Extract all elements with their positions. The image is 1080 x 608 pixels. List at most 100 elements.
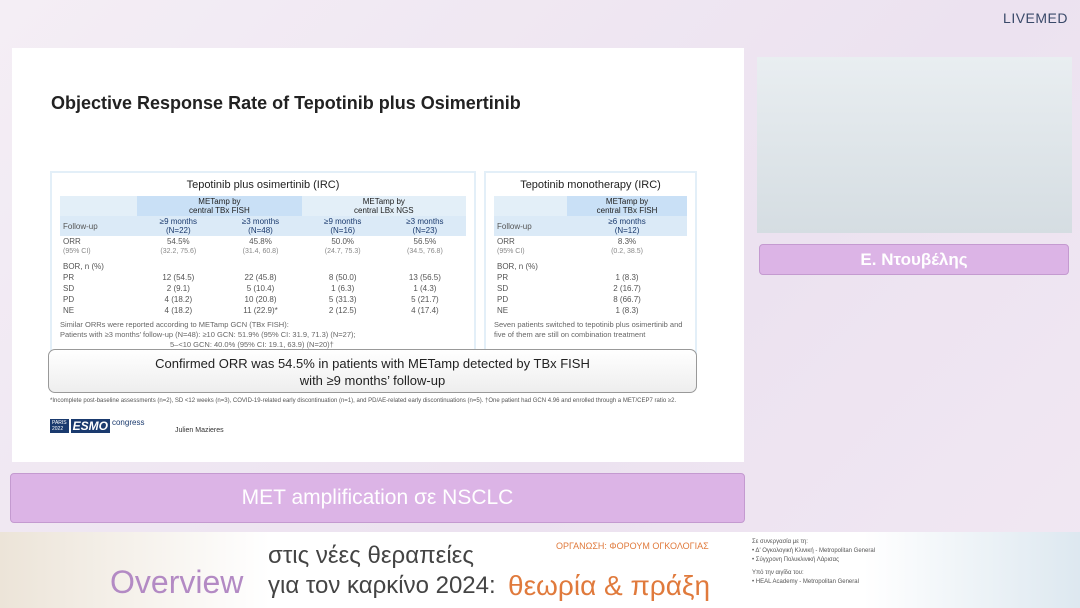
cell: 50.0% <box>331 237 355 246</box>
row-label: SD <box>63 284 75 293</box>
cell: 2 (16.7) <box>613 284 641 293</box>
table-heading: Tepotinib monotherapy (IRC) <box>520 179 661 191</box>
congress-year: 2022 <box>52 426 64 432</box>
row: SD 2 (9.1) 5 (10.4) 1 (6.3) 1 (4.3) <box>60 283 466 294</box>
row-label: (95% CI) <box>63 248 91 255</box>
speaker-name: Ε. Ντουβέλης <box>759 244 1069 275</box>
cell: 56.5% <box>413 237 437 246</box>
cell: 8.3% <box>617 237 637 246</box>
cell: 10 (20.8) <box>244 295 277 304</box>
partner-line: • HEAL Academy - Metropolitan General <box>752 579 859 585</box>
data-table: METamp by central TBx FISH Follow-up ≥6 mon… <box>494 196 687 316</box>
row-label: BOR, n (%) <box>497 262 538 271</box>
cell: 45.8% <box>249 237 272 246</box>
row-label: (95% CI) <box>497 248 525 255</box>
footer-line: για τον καρκίνο 2024: <box>268 572 496 599</box>
cell-line: ≥9 months <box>324 217 362 226</box>
row: SD 2 (16.7) <box>494 283 687 294</box>
row: PD 8 (66.7) <box>494 294 687 305</box>
row: NE 1 (8.3) <box>494 305 687 316</box>
row: BOR, n (%) <box>494 256 687 272</box>
cell-line: METamp by <box>362 197 405 206</box>
cell-line: ≥6 months <box>608 217 646 226</box>
column-header: Follow-up <box>497 221 532 231</box>
cell: 22 (45.8) <box>244 273 277 282</box>
left-table-box: Tepotinib plus osimertinib (IRC) METamp b… <box>50 171 476 388</box>
row: ORR 54.5% 45.8% 50.0% 56.5% <box>60 236 466 247</box>
cell: 11 (22.9)* <box>243 306 278 315</box>
table-heading: Tepotinib plus osimertinib (IRC) <box>186 179 340 191</box>
group-header: METamp by central LBx NGS <box>301 196 466 216</box>
cell <box>60 196 138 216</box>
cell: 8 (66.7) <box>613 295 641 304</box>
cell: 5 (31.3) <box>328 295 357 304</box>
row: PR 1 (8.3) <box>494 272 687 283</box>
row: ORR 8.3% <box>494 236 687 247</box>
table-notes: Seven patients switched to tepotinib plu… <box>494 320 687 340</box>
group-header: METamp by central TBx FISH <box>567 196 687 216</box>
cell: (34.5, 76.8) <box>406 248 443 255</box>
cell-line: METamp by <box>198 197 241 206</box>
cell-line: (N=12) <box>614 226 640 235</box>
partner-line: Υπό την αιγίδα του: <box>752 570 804 576</box>
congress-place: PARIS 2022 <box>50 419 69 433</box>
conclusion-line: with ≥9 months’ follow-up <box>299 373 446 388</box>
cell-line: (N=22) <box>165 226 191 235</box>
congress-name: ESMO <box>70 419 110 433</box>
cell-line: ≥9 months <box>159 217 197 226</box>
note-line: Patients with ≥3 months’ follow-up (N=48… <box>60 330 356 339</box>
author: Julien Mazieres <box>175 427 224 434</box>
cell-line: ≥3 months <box>406 217 444 226</box>
cell: (24.7, 75.3) <box>324 248 361 255</box>
footer-organizer: ΟΡΓΑΝΩΣΗ: ΦΟΡΟΥΜ ΟΓΚΟΛΟΓΙΑΣ <box>556 541 709 551</box>
data-table: METamp by central TBx FISH METamp by centra… <box>60 196 466 316</box>
congress-suffix: congress <box>111 418 145 427</box>
cell: 13 (56.5) <box>408 273 441 282</box>
cell-line: METamp by <box>605 197 649 206</box>
row-label: PD <box>63 295 75 304</box>
footer-overview: Overview <box>110 564 244 600</box>
column-header: ≥6 months (N=12) <box>567 216 687 236</box>
cell-line: central TBx FISH <box>596 206 658 215</box>
column-header: ≥3 months (N=23) <box>384 216 466 236</box>
cell-line: ≥3 months <box>241 217 280 226</box>
row-label: PR <box>63 273 75 282</box>
slide-title: Objective Response Rate of Tepotinib plu… <box>51 93 521 113</box>
cell-line: (N=23) <box>412 226 438 235</box>
table-notes: Similar ORRs were reported according to … <box>60 320 466 350</box>
group-header: METamp by central TBx FISH <box>137 196 302 216</box>
speaker-video <box>757 57 1072 233</box>
group-row: METamp by central TBx FISH METamp by centra… <box>60 196 466 216</box>
column-header: ≥9 months (N=22) <box>137 216 219 236</box>
row: (95% CI) (32.2, 75.6) (31.4, 60.8) (24.7, 7… <box>60 247 466 256</box>
cell <box>494 196 568 216</box>
row-label: NE <box>497 306 509 315</box>
congress-city: PARIS <box>52 420 67 426</box>
row-label: ORR <box>63 237 81 246</box>
row: NE 4 (18.2) 11 (22.9)* 2 (12.5) 4 (17.4) <box>60 305 466 316</box>
cell: 54.5% <box>166 237 190 246</box>
conclusion-box: Confirmed ORR was 54.5% in patients with… <box>48 349 697 393</box>
cell: 5 (10.4) <box>246 284 275 293</box>
note-line: Seven patients switched to tepotinib plu… <box>494 320 683 339</box>
congress-logo: PARIS 2022 ESMO congress <box>50 418 144 434</box>
row: BOR, n (%) <box>60 256 466 272</box>
cell: 5 (21.7) <box>411 295 439 304</box>
cell: 2 (12.5) <box>328 306 357 315</box>
cell: 4 (17.4) <box>411 306 439 315</box>
cell: (32.2, 75.6) <box>160 248 197 255</box>
footnote: *Incomplete post-baseline assessments (n… <box>50 398 677 404</box>
cell: 1 (8.3) <box>615 273 639 282</box>
column-header: ≥9 months (N=16) <box>302 216 384 236</box>
row: PD 4 (18.2) 10 (20.8) 5 (31.3) 5 (21.7) <box>60 294 466 305</box>
partner-line: • Δ' Ογκολογική Κλινική - Metropolitan G… <box>752 548 876 554</box>
cell: 4 (18.2) <box>164 295 193 304</box>
cell: 12 (54.5) <box>162 273 195 282</box>
cell: 1 (8.3) <box>615 306 639 315</box>
row: (95% CI) (0.2, 38.5) <box>494 247 687 256</box>
header-row: Follow-up ≥6 months (N=12) <box>494 216 687 236</box>
column-header: Follow-up <box>63 221 98 231</box>
cell: 8 (50.0) <box>328 273 357 282</box>
row-label: NE <box>63 306 75 315</box>
